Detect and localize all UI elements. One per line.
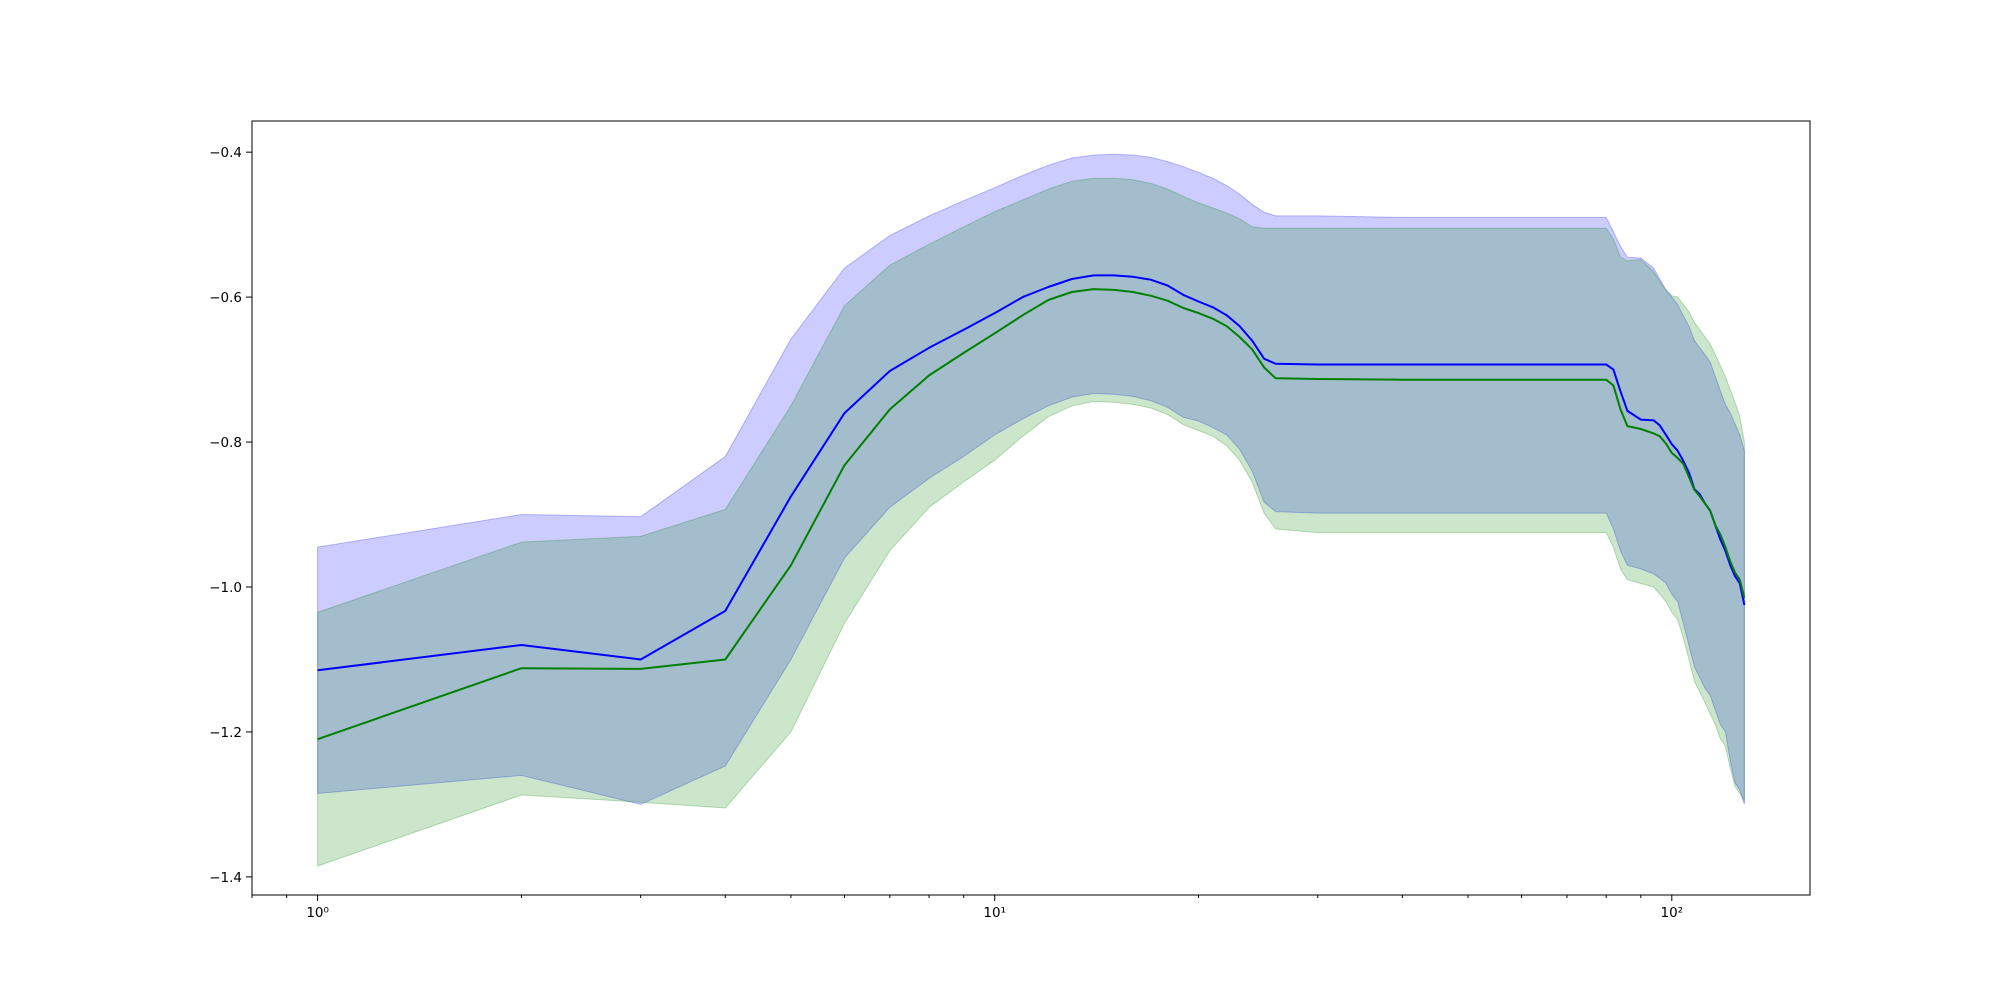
y-axis-ticks: −0.4 −0.6 −0.8 −1.0 −1.2 −1.4 — [209, 145, 252, 886]
y-tick-label: −0.6 — [209, 290, 242, 306]
y-tick-label: −1.4 — [209, 870, 242, 886]
x-tick-label: 10⁰ — [306, 905, 329, 921]
plot-frame — [251, 120, 1811, 896]
y-tick-label: −0.8 — [209, 435, 242, 451]
confidence-band-1 — [317, 153, 1745, 805]
series-lines — [317, 274, 1746, 741]
x-tick-label: 10² — [1660, 905, 1683, 921]
y-tick-label: −0.4 — [209, 145, 242, 161]
confidence-bands — [317, 153, 1745, 867]
series-line-2 — [317, 288, 1746, 741]
y-tick-label: −1.0 — [209, 580, 242, 596]
x-tick-label: 10¹ — [983, 905, 1006, 921]
confidence-band-2 — [317, 177, 1745, 867]
y-tick-label: −1.2 — [209, 725, 242, 741]
x-axis-ticks: 10⁰ 10¹ 10² — [251, 895, 1683, 921]
